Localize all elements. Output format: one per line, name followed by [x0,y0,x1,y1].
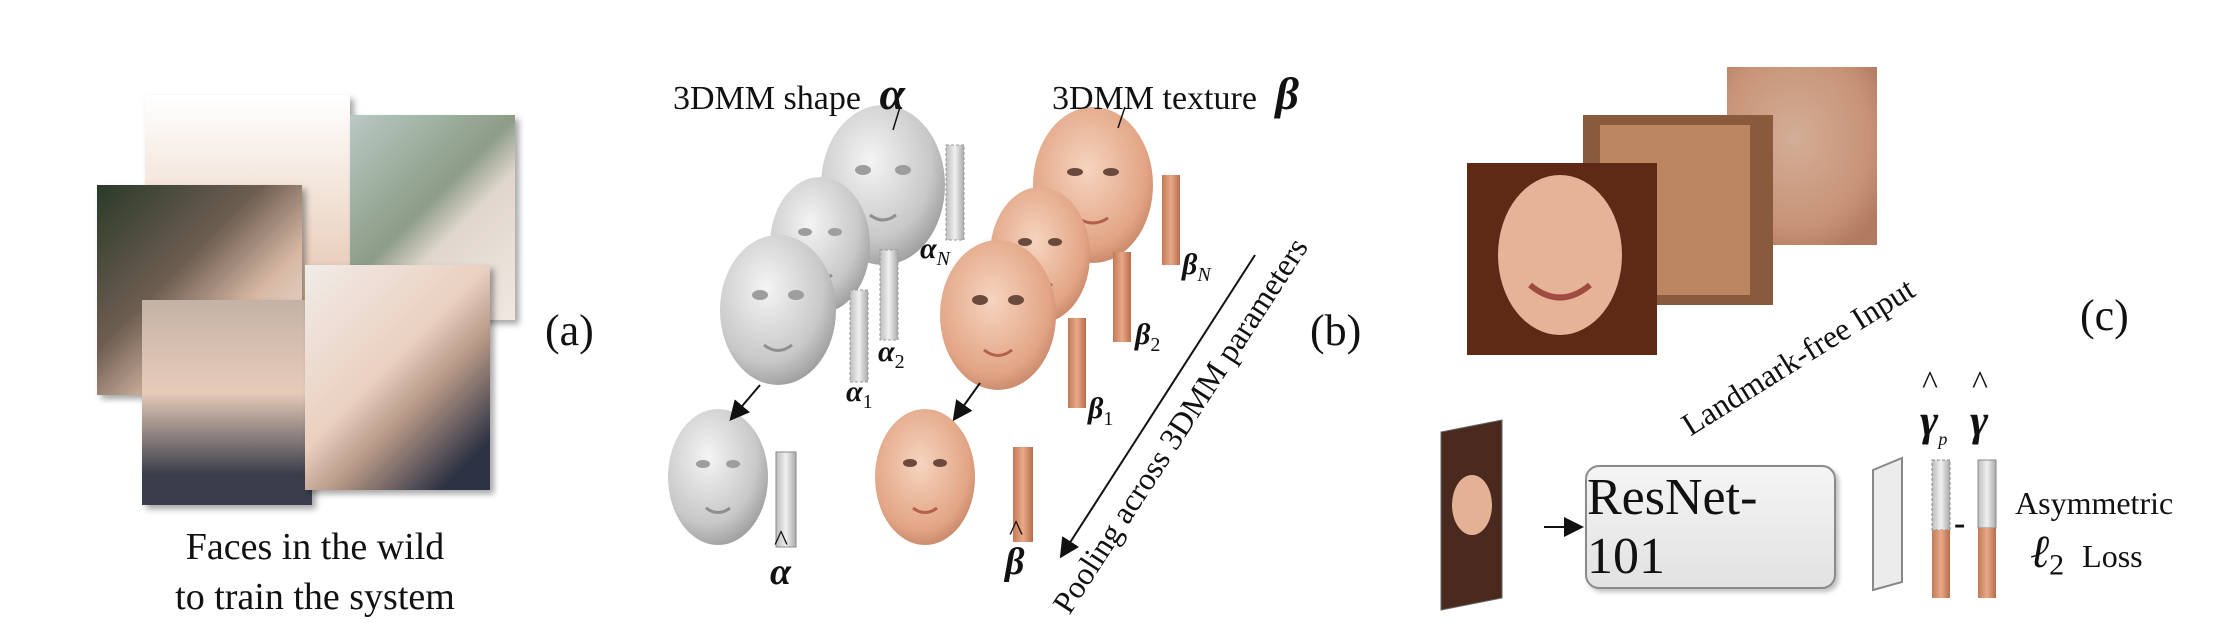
texture-label: 3DMM texture β [1052,68,1299,119]
alpha-n-label: αN [920,232,950,270]
beta-2-label: β2 [1135,318,1161,356]
texture-bar-1 [1068,318,1086,408]
shape-label: 3DMM shape α [673,68,905,119]
texture-pool-arrow [952,382,981,422]
texture-label-pointer [1117,106,1126,129]
resnet-101-block: ResNet-101 [1585,465,1836,589]
shape-bar-2 [879,249,899,341]
pooled-shape-bar [775,451,797,548]
panel-c-letter: (c) [2080,291,2129,340]
pooled-shape-face [668,409,768,545]
gamma-bar [1977,459,1997,598]
face-photo-profile [305,265,490,490]
shape-bar-n [945,144,965,241]
shape-face-1 [720,235,836,385]
panel-b-letter: (b) [1310,306,1362,355]
texture-bar-n [1162,175,1180,265]
alpha-hat-label: ^ α [770,524,792,593]
loss-label-line2: ℓ2 Loss [2030,526,2143,582]
minus-sign: - [1954,505,1966,542]
pooled-texture-bar [1013,447,1033,542]
gamma-p-bar [1931,459,1951,598]
beta-n-label: βN [1182,248,1211,286]
alpha-1-label: α1 [846,375,873,413]
shape-label-pointer [892,106,901,131]
pooling-arrow [1059,254,1256,559]
network-input-photo [1440,419,1503,611]
shape-pool-arrow [729,384,761,422]
texture-face-1 [940,240,1056,390]
shape-symbol: α [879,68,905,119]
panel-a-caption-line1: Faces in the wild [185,526,445,568]
texture-symbol: β [1275,68,1299,119]
texture-bar-2 [1113,252,1131,342]
alpha-2-label: α2 [878,335,905,373]
panel-a-letter: (a) [545,306,594,355]
beta-hat-label: ^ β [1005,514,1025,583]
loss-label-line1: Asymmetric [2015,485,2174,521]
pooled-texture-face [875,409,975,545]
resnet-label: ResNet-101 [1587,469,1758,585]
gamma-p-label: ^ γp [1920,365,1948,449]
panel-a-caption-line2: to train the system [175,576,455,618]
beta-1-label: β1 [1088,392,1114,430]
feature-layer [1872,456,1903,592]
shape-bar-1 [849,289,869,383]
face-photo-bottom [142,300,312,505]
gamma-label: ^ γ [1970,365,1989,445]
